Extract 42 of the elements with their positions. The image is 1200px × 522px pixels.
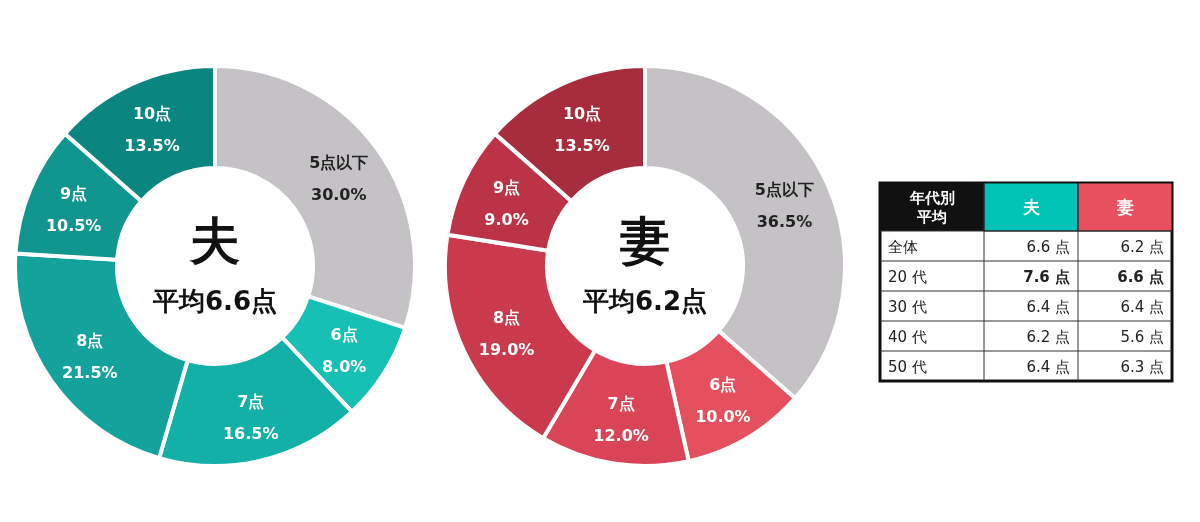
data-label: 6.3 点 — [1120, 358, 1164, 376]
data-label: 8.0% — [321, 356, 367, 376]
data-label: 9.0% — [484, 209, 529, 229]
slice-label: 9点 — [492, 177, 521, 197]
slice-label: 8点 — [76, 330, 104, 350]
data-label: 6.2 点 — [1120, 238, 1164, 256]
data-label: 30.0% — [311, 185, 367, 205]
slice-label: 6点 — [330, 324, 358, 344]
data-label: 5.6 点 — [1120, 328, 1164, 346]
data-label: 10.0% — [695, 406, 751, 426]
text: 平均6.2点 — [581, 286, 708, 316]
data-label: 6.2 点 — [1026, 328, 1070, 346]
data-label: 36.5% — [756, 212, 813, 232]
y-tick-label: 40 代 — [888, 328, 927, 346]
slice-label: 9点 — [60, 184, 88, 204]
y-tick-label: 20 代 — [888, 268, 927, 286]
data-label: 10.5% — [45, 216, 102, 236]
y-tick-label: 30 代 — [888, 298, 927, 316]
data-label: 12.0% — [593, 426, 649, 446]
slice-label: 7点 — [237, 391, 265, 411]
slice-label: 7点 — [607, 394, 635, 414]
data-label: 19.0% — [478, 340, 535, 360]
data-label: 13.5% — [124, 135, 180, 155]
slice-label: 8点 — [492, 308, 521, 328]
slice-label: 10点 — [562, 103, 602, 123]
data-label: 13.5% — [554, 135, 610, 155]
chart-title: 年代別平均 — [908, 189, 955, 226]
slice-label: 6点 — [709, 374, 737, 394]
data-label: 16.5% — [222, 423, 279, 443]
data-label: 6.4 点 — [1026, 358, 1070, 376]
data-label: 6.6 点 — [1026, 238, 1070, 256]
y-tick-label: 50 代 — [888, 358, 927, 376]
text: 平均6.6点 — [151, 286, 278, 316]
slice-label: 10点 — [132, 103, 172, 123]
data-label: 6.4 点 — [1120, 298, 1164, 316]
y-tick-label: 全体 — [888, 238, 918, 256]
slice-label: 5点以下 — [754, 180, 815, 200]
data-label: 21.5% — [62, 362, 118, 382]
data-label: 6.4 点 — [1026, 298, 1070, 316]
data-label: 6.6 点 — [1117, 268, 1164, 286]
data-label: 7.6 点 — [1023, 268, 1070, 286]
slice-label: 5点以下 — [309, 153, 369, 173]
